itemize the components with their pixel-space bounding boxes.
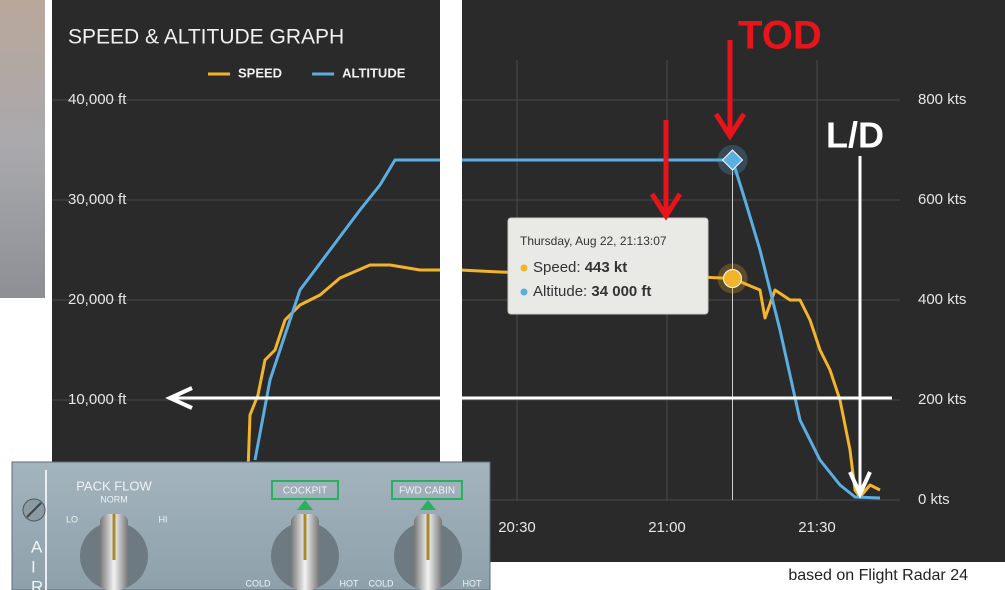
legend-label: ALTITUDE xyxy=(342,65,406,80)
hover-point xyxy=(724,270,742,288)
panel-label: HI xyxy=(159,514,168,524)
cockpit-panel: A I R PACK FLOW NORM LO HI COCKPIT FWD C… xyxy=(12,462,490,590)
annotation: L/D xyxy=(826,115,884,156)
y2-tick-label: 200 kts xyxy=(918,391,966,408)
page: 0 kts 200 kts 400 kts 600 kts 800 kts 10,000 … xyxy=(0,0,1005,590)
tooltip-title: Thursday, Aug 22, 21:13:07 xyxy=(520,234,667,248)
panel-label: PACK FLOW xyxy=(76,478,152,493)
tooltip-dot xyxy=(521,265,528,272)
panel-label: LO xyxy=(66,514,78,524)
y2-tick-label: 600 kts xyxy=(918,191,966,208)
tooltip-row: Speed: 443 kt xyxy=(533,259,627,276)
tooltip: Thursday, Aug 22, 21:13:07 Speed: 443 kt… xyxy=(508,218,708,314)
panel-label: COLD xyxy=(245,578,271,588)
panel-label: A xyxy=(31,537,43,556)
y-tick-label: 10,000 ft xyxy=(68,391,127,408)
gap-strip xyxy=(440,0,462,462)
chart-title: SPEED & ALTITUDE GRAPH xyxy=(68,26,344,49)
tooltip-dot xyxy=(521,289,528,296)
annotation: TOD xyxy=(738,14,822,58)
y2-tick-label: 0 kts xyxy=(918,491,950,508)
tooltip-value: 34 000 ft xyxy=(591,283,651,300)
y2-tick-label: 800 kts xyxy=(918,91,966,108)
caption: based on Flight Radar 24 xyxy=(788,567,968,584)
panel-label: COLD xyxy=(368,578,394,588)
y-tick-label: 30,000 ft xyxy=(68,191,127,208)
photo-strip xyxy=(0,0,45,298)
tooltip-label: Altitude: xyxy=(533,283,591,300)
panel-label: R xyxy=(31,577,43,590)
panel-label: FWD CABIN xyxy=(399,486,455,497)
y-tick-label: 20,000 ft xyxy=(68,291,127,308)
panel-label: I xyxy=(31,557,36,576)
tooltip-row: Altitude: 34 000 ft xyxy=(533,283,651,300)
y2-tick-label: 400 kts xyxy=(918,291,966,308)
x-tick-label: 21:30 xyxy=(798,519,836,536)
panel-label: HOT xyxy=(463,578,483,588)
y-tick-label: 40,000 ft xyxy=(68,91,127,108)
tooltip-label: Speed: xyxy=(533,259,585,276)
legend-label: SPEED xyxy=(238,65,282,80)
panel-label: COCKPIT xyxy=(283,486,327,497)
x-tick-label: 21:00 xyxy=(648,519,686,536)
tooltip-value: 443 kt xyxy=(585,259,628,276)
x-tick-label: 20:30 xyxy=(498,519,536,536)
panel-label: NORM xyxy=(100,494,128,504)
panel-label: HOT xyxy=(340,578,360,588)
